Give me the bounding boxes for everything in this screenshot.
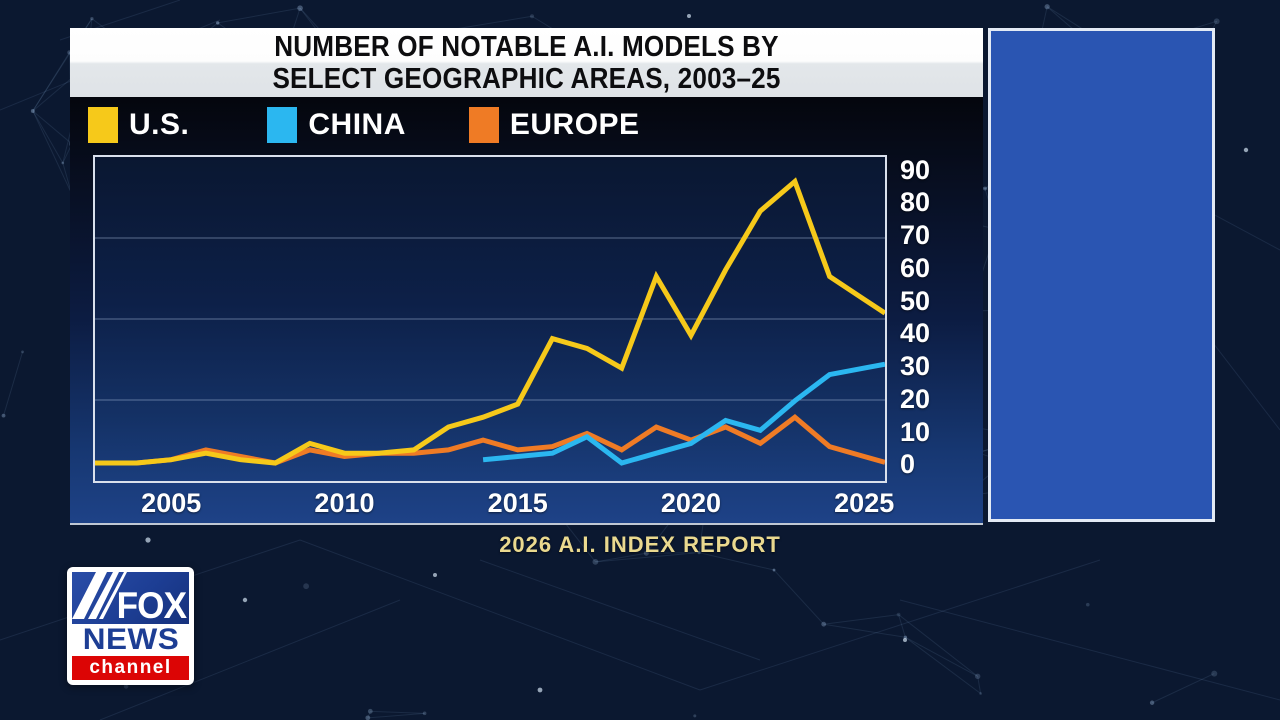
chart-panel: U.S. CHINA EUROPE 0 10 20 30 40 50 60 70 80 90 20… — [70, 97, 983, 525]
legend-item-us: U.S. — [88, 107, 189, 143]
europe-line — [95, 413, 885, 466]
video-panel — [988, 28, 1215, 522]
searchlight-beams-icon — [72, 572, 127, 619]
us-label: U.S. — [129, 108, 190, 141]
y-axis-tick-70: 70 — [900, 220, 931, 251]
x-axis-tick-2015: 2015 — [487, 488, 548, 518]
china-label: CHINA — [308, 108, 406, 141]
legend-item-china: CHINA — [267, 107, 406, 143]
fox-logo-inner: FOX NEWS channel — [72, 572, 189, 680]
us-line — [95, 177, 885, 466]
x-axis-tick-2025: 2025 — [834, 488, 895, 518]
fox-logo-top: FOX — [72, 572, 189, 624]
chart-title-banner: NUMBER OF NOTABLE A.I. MODELS BY SELECT … — [70, 28, 983, 97]
y-axis-tick-0: 0 — [900, 449, 916, 480]
channel-band: channel — [72, 656, 189, 680]
legend-item-europe: EUROPE — [468, 107, 640, 143]
us-swatch — [88, 107, 118, 143]
europe-swatch — [468, 107, 499, 143]
y-axis-tick-20: 20 — [900, 383, 931, 414]
y-axis-tick-90: 90 — [900, 154, 931, 185]
x-axis-tick-2005: 2005 — [141, 488, 202, 518]
line-chart — [95, 177, 885, 466]
news-wordmark: NEWS — [82, 623, 179, 656]
y-axis-tick-10: 10 — [900, 416, 931, 447]
y-axis-tick-50: 50 — [900, 285, 931, 316]
china-line — [482, 361, 885, 466]
x-axis-tick-2020: 2020 — [660, 488, 721, 518]
fox-wordmark: FOX — [116, 585, 187, 624]
x-axis-tick-2010: 2010 — [314, 488, 375, 518]
channel-wordmark: channel — [89, 657, 172, 678]
source-attribution: 2026 A.I. INDEX REPORT — [499, 532, 781, 557]
y-axis-tick-60: 60 — [900, 252, 931, 283]
y-axis-tick-30: 30 — [900, 351, 931, 382]
y-axis-tick-40: 40 — [900, 318, 931, 349]
plot-area — [93, 155, 887, 483]
fox-news-logo: FOX NEWS channel — [67, 567, 194, 685]
news-band: NEWS — [72, 623, 189, 656]
y-axis-tick-80: 80 — [900, 187, 931, 218]
chart-graphic: NUMBER OF NOTABLE A.I. MODELS BY SELECT … — [70, 28, 983, 525]
chart-legend: U.S. CHINA EUROPE — [88, 107, 640, 143]
china-swatch — [267, 107, 298, 143]
europe-label: EUROPE — [509, 108, 640, 141]
chart-title-line1: NUMBER OF NOTABLE A.I. MODELS BY — [274, 30, 779, 63]
chart-title-line2: SELECT GEOGRAPHIC AREAS, 2003–25 — [272, 62, 781, 95]
